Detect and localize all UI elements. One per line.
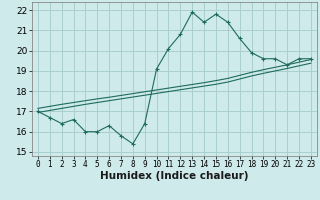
X-axis label: Humidex (Indice chaleur): Humidex (Indice chaleur) [100, 171, 249, 181]
